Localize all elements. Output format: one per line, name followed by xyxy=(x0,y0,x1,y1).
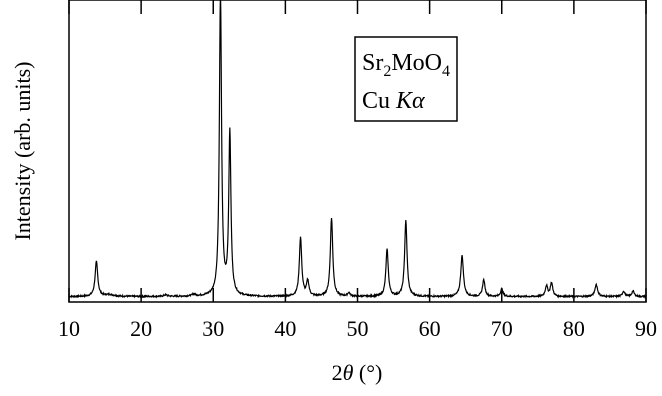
x-tick-label: 50 xyxy=(347,316,369,341)
legend-box: Sr2MoO4 Cu Kα xyxy=(354,36,458,122)
x-tick-label: 30 xyxy=(202,316,224,341)
x-axis-label: 2θ (°) xyxy=(332,360,383,385)
x-tick-label: 20 xyxy=(130,316,152,341)
legend-radiation: Cu Kα xyxy=(362,88,425,114)
y-axis-label: Intensity (arb. units) xyxy=(10,61,35,240)
x-tick-label: 40 xyxy=(274,316,296,341)
series-line xyxy=(68,0,647,299)
x-tick-label: 90 xyxy=(635,316,657,341)
plot-frame xyxy=(68,0,647,303)
legend-compound: Sr2MoO4 xyxy=(362,50,450,80)
x-tick-label: 70 xyxy=(491,316,513,341)
x-tick-label: 10 xyxy=(58,316,80,341)
legend-frame xyxy=(354,36,458,122)
x-tick-label: 60 xyxy=(419,316,441,341)
x-tick-label: 80 xyxy=(563,316,585,341)
x-tick-labels: 10 20 30 40 50 60 70 80 90 xyxy=(58,316,657,341)
